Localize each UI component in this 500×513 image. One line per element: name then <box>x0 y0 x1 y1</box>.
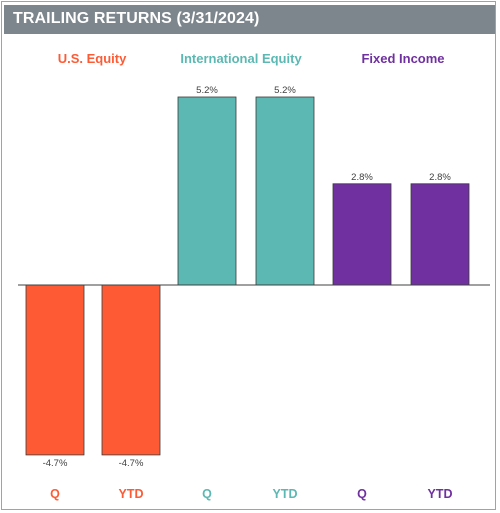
category-label: YTD <box>273 487 298 501</box>
category-label: YTD <box>428 487 453 501</box>
bar <box>332 183 392 286</box>
title-bar: TRAILING RETURNS (3/31/2024) <box>4 5 495 34</box>
bar <box>410 183 470 286</box>
data-label: 5.2% <box>274 85 296 96</box>
category-label: Q <box>202 487 212 501</box>
bar <box>25 284 85 456</box>
bar <box>255 96 315 286</box>
data-label: -4.7% <box>43 458 68 469</box>
data-label: 2.8% <box>429 172 451 183</box>
category-label: Q <box>357 487 367 501</box>
bar <box>177 96 237 286</box>
group-label: Fixed Income <box>361 51 444 66</box>
group-label: International Equity <box>180 51 302 66</box>
chart-title: TRAILING RETURNS (3/31/2024) <box>13 10 260 27</box>
category-label: YTD <box>119 487 144 501</box>
data-label: -4.7% <box>119 458 144 469</box>
category-label: Q <box>50 487 60 501</box>
bar <box>101 284 161 456</box>
data-label: 2.8% <box>351 172 373 183</box>
group-label: U.S. Equity <box>58 51 127 66</box>
data-label: 5.2% <box>196 85 218 96</box>
